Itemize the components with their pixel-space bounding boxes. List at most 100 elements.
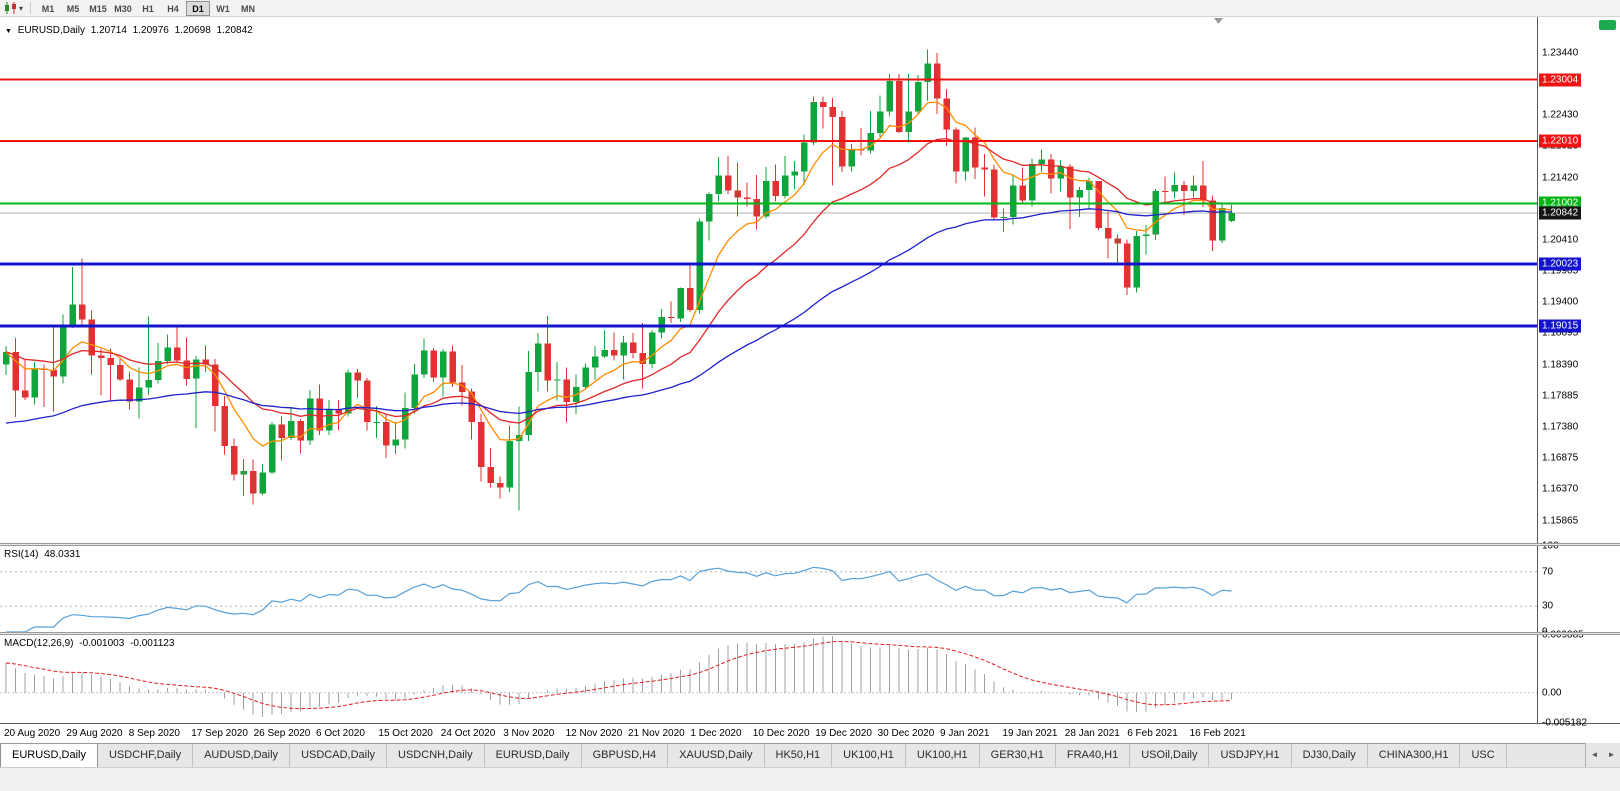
- toolbar-separator: [30, 2, 32, 14]
- candle-body: [250, 470, 257, 494]
- candle-body: [1124, 243, 1131, 288]
- rsi-tick-label: 30: [1542, 600, 1554, 612]
- candle-body: [991, 169, 998, 218]
- rsi-label: RSI(14) 48.0331: [4, 549, 83, 560]
- date-label: 16 Feb 2021: [1189, 728, 1246, 739]
- chart-tab[interactable]: GBPUSD,H4: [581, 744, 669, 767]
- macd-tick-label: 0.00: [1542, 687, 1562, 699]
- candle-body: [801, 142, 808, 172]
- rsi-tick-label: 100: [1542, 540, 1559, 552]
- candle-body: [1076, 189, 1083, 198]
- price-tick-label: 1.18390: [1542, 359, 1579, 371]
- timeframe-button-W1[interactable]: W1: [216, 3, 230, 14]
- timeframe-button-D1[interactable]: D1: [186, 0, 211, 16]
- chart-tab[interactable]: EURUSD,Daily: [484, 744, 582, 767]
- price-tick-label: 1.23440: [1542, 47, 1579, 59]
- chart-tab[interactable]: XAUUSD,Daily: [668, 744, 765, 767]
- timeframe-button-M30[interactable]: M30: [114, 3, 132, 14]
- tabs-scroll-left-button[interactable]: ◄: [1590, 750, 1599, 759]
- candle-body: [88, 319, 95, 356]
- chart-tab[interactable]: USDJPY,H1: [1209, 744, 1292, 767]
- candle-body: [877, 111, 884, 134]
- timeframe-button-MN[interactable]: MN: [241, 3, 256, 14]
- timeframe-button-M15[interactable]: M15: [89, 3, 107, 14]
- date-label: 1 Dec 2020: [690, 728, 742, 739]
- candle-body: [212, 364, 219, 406]
- timeframe-button-M5[interactable]: M5: [66, 3, 80, 14]
- candle-body: [782, 175, 789, 197]
- chart-tab[interactable]: USOil,Daily: [1130, 744, 1210, 767]
- candle-body: [772, 181, 779, 196]
- candle-body: [1209, 200, 1216, 241]
- time-axis[interactable]: 20 Aug 2020 29 Aug 2020 8 Sep 2020 17 Sep 2…: [0, 723, 1620, 743]
- candle-body: [183, 360, 190, 379]
- date-label: 9 Jan 2021: [940, 728, 990, 739]
- chart-tab[interactable]: USDCHF,Daily: [97, 744, 194, 767]
- date-label: 19 Jan 2021: [1002, 728, 1058, 739]
- candle-body: [677, 288, 684, 319]
- chart-tab[interactable]: UK100,H1: [905, 744, 980, 767]
- candle-body: [373, 422, 380, 423]
- timeframe-button-H1[interactable]: H1: [142, 3, 154, 14]
- candle-body: [316, 398, 323, 431]
- rsi-tick-label: 70: [1542, 566, 1554, 578]
- candle-body: [734, 190, 741, 198]
- candle-body: [459, 382, 466, 392]
- chart-tab[interactable]: USDCAD,Daily: [290, 744, 388, 767]
- chart-tab[interactable]: UK100,H1: [832, 744, 906, 767]
- date-label: 12 Nov 2020: [565, 728, 623, 739]
- date-label: 6 Feb 2021: [1127, 728, 1178, 739]
- price-line-badge: 1.20842: [1539, 206, 1582, 220]
- chart-tab[interactable]: CHINA300,H1: [1367, 744, 1461, 767]
- date-label: 19 Dec 2020: [815, 728, 872, 739]
- candle-body: [1171, 184, 1178, 192]
- chart-type-dropdown-icon[interactable]: ▾: [19, 3, 24, 13]
- price-tick-label: 1.15865: [1542, 515, 1579, 526]
- candle-body: [326, 409, 333, 431]
- candle-body: [50, 370, 57, 377]
- candle-body: [915, 81, 922, 112]
- candle-body: [440, 351, 447, 378]
- candle-body: [60, 325, 67, 377]
- candlestick-canvas[interactable]: [0, 17, 1537, 543]
- timeframe-button-M1[interactable]: M1: [41, 3, 55, 14]
- status-badge-icon[interactable]: [1599, 20, 1616, 30]
- candle-body: [278, 424, 285, 439]
- chart-tab[interactable]: HK50,H1: [764, 744, 833, 767]
- macd-name: MACD(12,26,9): [4, 638, 74, 649]
- chart-tab[interactable]: DJ30,Daily: [1291, 744, 1368, 767]
- macd-indicator-pane[interactable]: MACD(12,26,9) -0.001003 -0.001123: [0, 635, 1537, 723]
- chart-tab[interactable]: AUDUSD,Daily: [193, 744, 291, 767]
- candle-body: [354, 372, 361, 381]
- candle-body: [164, 347, 171, 361]
- chart-tab[interactable]: FRA40,H1: [1055, 744, 1131, 767]
- chart-tab[interactable]: GER30,H1: [979, 744, 1056, 767]
- price-tick-label: 1.19400: [1542, 296, 1579, 308]
- pane-separator[interactable]: [0, 632, 1620, 635]
- price-line-badge: 1.22010: [1539, 134, 1582, 148]
- macd-signal-value: -0.001123: [130, 638, 175, 649]
- rsi-indicator-pane[interactable]: RSI(14) 48.0331: [0, 546, 1537, 632]
- rsi-value: 48.0331: [44, 549, 81, 560]
- candle-body: [202, 359, 209, 365]
- macd-canvas[interactable]: [0, 635, 1537, 723]
- timeframe-button-H4[interactable]: H4: [167, 3, 179, 14]
- macd-label: MACD(12,26,9) -0.001003 -0.001123: [4, 638, 177, 649]
- price-line-badge: 1.19015: [1539, 319, 1582, 333]
- tabs-scroll-right-button[interactable]: ►: [1607, 750, 1616, 759]
- rsi-canvas[interactable]: [0, 546, 1537, 632]
- chart-tab[interactable]: EURUSD,Daily: [0, 744, 98, 767]
- pane-separator[interactable]: [0, 543, 1620, 546]
- price-chart-pane[interactable]: ▼ EURUSD,Daily 1.20714 1.20976 1.20698 1…: [0, 17, 1537, 543]
- candle-body: [791, 171, 798, 176]
- price-axis[interactable]: 1.234401.229351.224301.219251.214201.209…: [1537, 17, 1620, 729]
- candle-body: [1133, 236, 1140, 288]
- candle-body: [848, 149, 855, 167]
- candle-body: [136, 387, 143, 402]
- candle-body: [506, 441, 513, 488]
- chart-tab[interactable]: USC: [1460, 744, 1507, 767]
- candlestick-chart-icon[interactable]: [4, 2, 18, 14]
- chart-tab[interactable]: USDCNH,Daily: [387, 744, 485, 767]
- ohlc-high: 1.20976: [132, 25, 169, 36]
